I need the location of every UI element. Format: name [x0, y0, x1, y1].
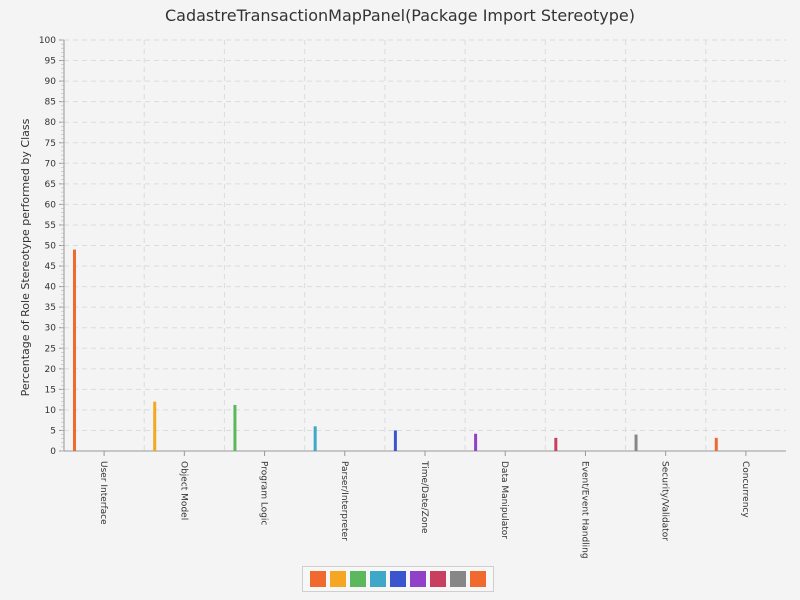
y-tick-label: 20 — [45, 365, 57, 375]
y-tick-label: 65 — [45, 180, 56, 190]
y-tick-label: 70 — [45, 159, 57, 169]
bar-2 — [153, 401, 157, 451]
y-tick-label: 30 — [45, 324, 57, 334]
axes — [59, 39, 786, 456]
y-tick-label: 85 — [45, 98, 56, 108]
y-tick-label: 50 — [45, 242, 57, 252]
y-axis-title: Percentage of Role Stereotype performed … — [19, 118, 32, 396]
category-label: Program Logic — [259, 461, 269, 525]
category-label: Concurrency — [740, 461, 750, 518]
y-tick-label: 45 — [45, 262, 56, 272]
labels: 0 5 10 15 20 25 30 35 40 45 50 55 60 65 70 75 80 85 90 95 10… — [19, 36, 750, 559]
bar-6 — [474, 433, 478, 451]
y-tick-label: 40 — [45, 283, 57, 293]
legend-swatch-1 — [310, 571, 326, 587]
category-label: Parser/Interpreter — [339, 461, 349, 541]
legend-swatch-5 — [390, 571, 406, 587]
legend-swatch-7 — [430, 571, 446, 587]
legend-swatch-2 — [330, 571, 346, 587]
category-label: Data Manipulator — [499, 461, 509, 539]
y-tick-label: 15 — [45, 385, 56, 395]
bar-9 — [714, 437, 718, 451]
legend-swatch-9 — [470, 571, 486, 587]
legend-swatch-4 — [370, 571, 386, 587]
category-label: User Interface — [98, 461, 108, 525]
bar-1 — [73, 249, 76, 451]
y-tick-label: 90 — [45, 77, 57, 87]
y-tick-label: 10 — [45, 406, 57, 416]
chart-title: CadastreTransactionMapPanel(Package Impo… — [164, 6, 636, 25]
bar-3 — [233, 404, 237, 451]
bars — [73, 249, 718, 451]
y-tick-label: 25 — [45, 344, 56, 354]
legend-swatch-6 — [410, 571, 426, 587]
legend — [302, 566, 494, 592]
bar-4 — [313, 426, 317, 451]
y-tick-label: 75 — [45, 139, 56, 149]
bar-5 — [393, 430, 397, 451]
y-tick-label: 0 — [50, 447, 56, 457]
bar-7 — [554, 437, 558, 451]
grid-lines — [64, 39, 786, 452]
y-tick-label: 80 — [45, 118, 57, 128]
bar-8 — [634, 434, 638, 451]
y-tick-label: 100 — [39, 36, 56, 46]
y-tick-label: 95 — [45, 57, 56, 67]
y-tick-label: 35 — [45, 303, 56, 313]
y-tick-label: 55 — [45, 221, 56, 231]
category-label: Time/Date/Zone — [419, 460, 429, 534]
legend-swatch-8 — [450, 571, 466, 587]
category-label: Security/Validator — [660, 461, 670, 541]
category-label: Event/Event Handling — [579, 461, 589, 559]
y-tick-label: 60 — [45, 200, 57, 210]
category-label: Object Model — [178, 461, 188, 520]
y-tick-label: 5 — [50, 426, 56, 436]
legend-swatch-3 — [350, 571, 366, 587]
